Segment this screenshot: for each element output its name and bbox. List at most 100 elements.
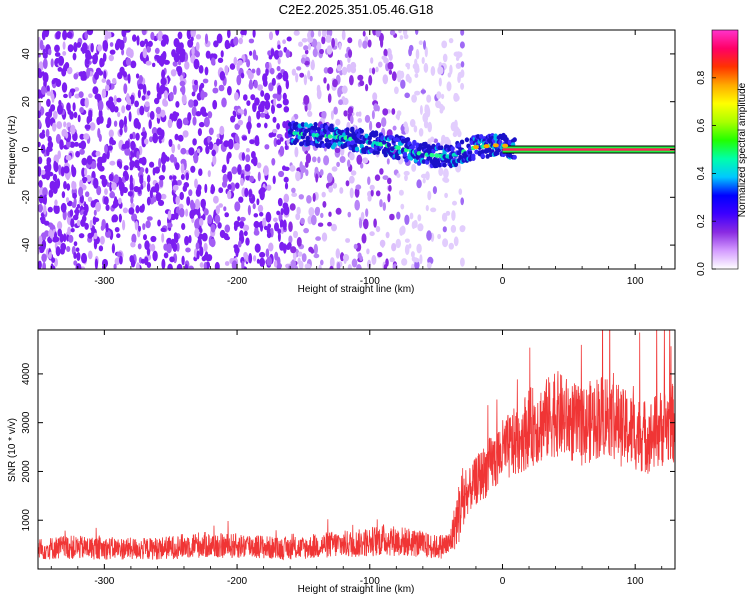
spectrogram-cell <box>441 40 448 49</box>
spectrogram-cell <box>56 205 60 213</box>
spectrogram-cell <box>257 171 261 182</box>
spectrogram-cell <box>194 151 198 160</box>
spectrogram-cell <box>147 111 151 118</box>
spectrogram-cell <box>334 38 338 47</box>
signal-peak <box>395 145 401 150</box>
spectrogram-cell <box>65 131 69 139</box>
spectrogram-cell <box>268 242 274 252</box>
spectrogram-cell <box>38 194 44 204</box>
spectrogram-cell <box>424 104 428 115</box>
spectrogram-cell <box>248 252 253 264</box>
spectrogram-cell <box>285 49 290 58</box>
spectrogram-cell <box>338 42 342 50</box>
spectrogram-cell <box>243 224 250 232</box>
spectrogram-cell <box>86 30 94 36</box>
spectrogram-cell <box>42 257 46 263</box>
spectrogram-cell <box>57 67 63 72</box>
spectrogram-cell <box>420 89 426 94</box>
spectrogram-cell <box>400 125 405 132</box>
spectrogram-cell <box>125 57 132 66</box>
spectrogram-cell <box>425 205 429 212</box>
spectrogram-cell <box>305 153 311 164</box>
spectrogram-cell <box>382 108 389 116</box>
spectrogram-cell <box>329 265 334 269</box>
spectrogram-cell <box>392 125 397 131</box>
spectrogram-cell <box>168 139 173 147</box>
spectrogram-cell <box>185 247 191 253</box>
spectrogram-cell <box>46 91 53 96</box>
spectrogram-cell <box>143 234 147 241</box>
spectrogram-noise-cells <box>38 30 466 269</box>
spectrogram-cell <box>88 93 93 98</box>
spectrogram-cell <box>42 261 46 269</box>
spectrogram-cell <box>395 238 401 249</box>
spectrogram-cell <box>373 103 379 112</box>
spectrogram-cell <box>161 233 165 243</box>
spectrogram-cell <box>92 86 99 95</box>
spectrogram-cell <box>291 192 298 197</box>
signal-cell <box>439 145 444 151</box>
spectrogram-cell <box>139 174 144 185</box>
spectrogram-cell <box>348 175 355 184</box>
spectrogram-cell <box>122 207 128 214</box>
spectrogram-cell <box>109 49 116 55</box>
spectrogram-cell <box>276 139 282 146</box>
spectrogram-cell <box>46 98 51 107</box>
spectrogram-cell <box>142 83 147 95</box>
signal-cell <box>373 130 379 136</box>
spectrogram-cell <box>78 91 84 98</box>
spectrogram-cell <box>423 120 429 129</box>
spectrogram-cell <box>169 175 173 180</box>
spectrogram-cell <box>188 99 194 108</box>
x-tick-label: 100 <box>627 276 644 287</box>
spectrogram-cell <box>144 138 149 145</box>
spectrogram-cell <box>284 182 289 190</box>
spectrogram-cell <box>210 184 215 195</box>
signal-cell <box>450 146 455 152</box>
spectrogram-cell <box>243 94 248 101</box>
spectrogram-cell <box>253 220 260 229</box>
signal-cell <box>358 139 363 145</box>
spectrogram-cell <box>101 78 107 83</box>
spectrogram-cell <box>408 243 412 249</box>
signal-cell <box>350 126 355 132</box>
spectrogram-cell <box>134 220 139 231</box>
spectrogram-cell <box>244 187 249 198</box>
spectrogram-cell <box>218 84 225 92</box>
spectrogram-cell <box>167 210 172 220</box>
spectrogram-cell <box>38 180 43 188</box>
spectrogram-y-label: Frequency (Hz) <box>7 116 18 185</box>
spectrogram-cell <box>69 209 74 217</box>
spectrogram-cell <box>414 260 420 269</box>
spectrogram-cell <box>416 243 422 254</box>
spectrogram-cell <box>349 75 354 86</box>
spectrogram-cell <box>194 228 200 238</box>
spectrogram-cell <box>71 202 77 208</box>
spectrogram-cell <box>458 188 463 195</box>
spectrogram-cell <box>155 192 162 202</box>
spectrogram-cell <box>438 103 444 110</box>
x-tick-label: 0 <box>500 576 506 587</box>
spectrogram-cell <box>110 191 115 198</box>
spectrogram-cell <box>176 179 182 186</box>
spectrogram-cell <box>193 58 200 70</box>
spectrogram-cell <box>265 62 270 70</box>
spectrogram-cell <box>305 161 309 168</box>
spectrogram-cell <box>335 207 342 215</box>
spectrogram-cell <box>284 144 288 151</box>
spectrogram-signal-trace <box>287 120 675 169</box>
spectrogram-cell <box>369 120 373 132</box>
spectrogram-cell <box>310 248 315 254</box>
spectrogram-cell <box>289 203 296 211</box>
spectrogram-cell <box>56 121 63 130</box>
x-tick-label: 100 <box>627 576 644 587</box>
spectrogram-cell <box>101 88 107 99</box>
spectrogram-cell <box>272 128 278 134</box>
spectrogram-cell <box>288 235 293 244</box>
spectrogram-cell <box>198 65 204 74</box>
spectrogram-cell <box>424 46 428 58</box>
spectrogram-cell <box>264 122 268 129</box>
spectrogram-cell <box>460 82 465 90</box>
spectrogram-cell <box>108 54 115 62</box>
